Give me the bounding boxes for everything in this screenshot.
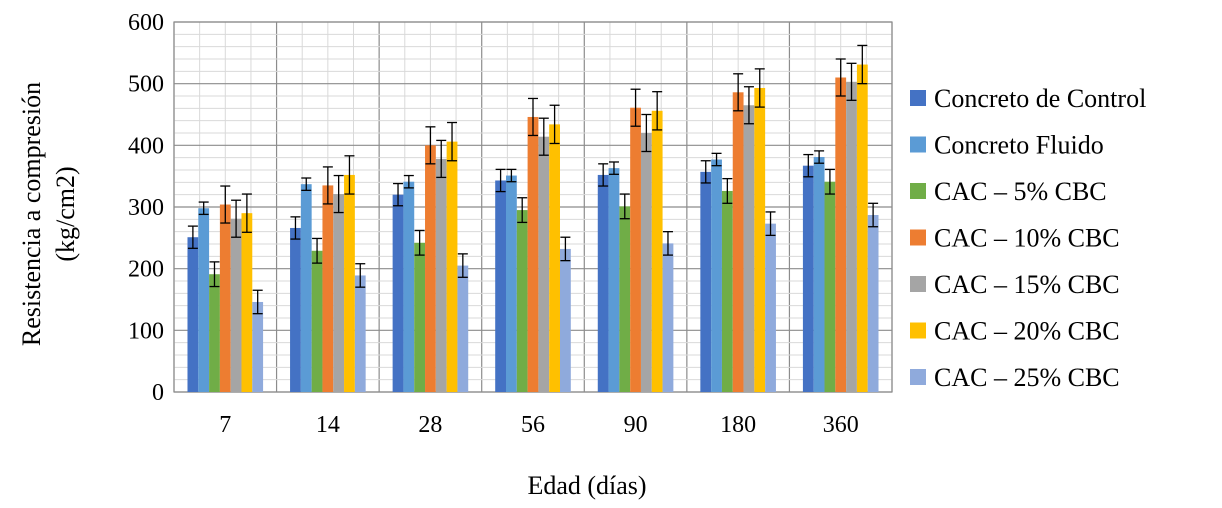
bar: [538, 136, 550, 392]
x-tick-label: 14: [316, 412, 340, 438]
x-tick-label: 360: [823, 412, 859, 438]
bar: [219, 204, 231, 392]
bar: [754, 87, 766, 392]
legend-swatch: [910, 90, 926, 106]
bar: [527, 116, 539, 392]
bars-layer: [187, 64, 879, 393]
bar: [867, 215, 879, 392]
y-tick-label: 600: [128, 10, 164, 36]
bar: [198, 208, 210, 392]
y-tick-label: 200: [128, 257, 164, 283]
legend-swatch: [910, 322, 926, 339]
bar: [813, 157, 825, 392]
bar: [506, 175, 517, 392]
bar: [608, 168, 620, 392]
legend-label: CAC – 5% CBC: [934, 177, 1107, 206]
bar: [252, 301, 264, 392]
bar: [856, 64, 868, 393]
bar: [392, 194, 404, 392]
bar: [619, 206, 631, 392]
bar: [846, 81, 857, 393]
bar: [187, 237, 199, 392]
bar: [403, 181, 415, 392]
bar: [354, 275, 366, 392]
bar: [732, 92, 744, 393]
y-tick-label: 400: [128, 133, 164, 159]
y-axis-title-line-2: (kg/cm2): [51, 166, 80, 261]
bar: [446, 141, 458, 392]
bar: [230, 218, 242, 392]
bar: [743, 105, 755, 392]
x-tick-label: 90: [624, 412, 648, 438]
bar: [560, 248, 571, 392]
y-tick-label: 100: [128, 318, 164, 344]
bar: [516, 210, 528, 392]
axis-layer: 0 100 200 300 400 500 600 7 14 28 56 90 180 360: [128, 10, 859, 438]
bar: [721, 190, 733, 392]
bar: [651, 110, 663, 393]
bar: [414, 242, 426, 392]
legend-label: CAC – 20% CBC: [934, 317, 1120, 346]
legend-label: CAC – 15% CBC: [934, 270, 1120, 299]
bar: [300, 184, 312, 392]
x-axis-title: Edad (días): [527, 471, 646, 500]
bar: [333, 194, 345, 392]
x-tick-label: 28: [418, 412, 442, 438]
bar: [209, 274, 220, 392]
legend-swatch: [910, 136, 926, 153]
bar: [630, 107, 641, 392]
x-tick-label: 56: [521, 412, 545, 438]
x-tick-label: 180: [720, 412, 756, 438]
legend-swatch: [910, 229, 926, 246]
bar: [765, 223, 776, 392]
bar: [435, 158, 447, 392]
y-axis-title-line-1: Resistencia a compresión: [17, 82, 46, 346]
bar: [322, 185, 334, 392]
bar: [457, 265, 469, 392]
error-bars-layer: [187, 44, 879, 315]
bar: [549, 124, 560, 392]
y-tick-label: 500: [128, 72, 164, 98]
y-tick-label: 300: [128, 195, 164, 221]
legend: Concreto de Control Concreto Fluido CAC – …: [910, 84, 1146, 392]
bar: [824, 181, 836, 392]
legend-label: Concreto Fluido: [934, 131, 1104, 160]
legend-label: CAC – 25% CBC: [934, 363, 1120, 392]
legend-swatch: [910, 369, 926, 385]
legend-swatch: [910, 276, 926, 292]
bar: [241, 213, 253, 392]
bar: [344, 174, 355, 392]
bar: [640, 133, 652, 392]
bar: [662, 243, 674, 392]
legend-label: Concreto de Control: [934, 84, 1146, 113]
y-tick-label: 0: [152, 380, 164, 406]
bar: [311, 250, 323, 392]
legend-label: CAC – 10% CBC: [934, 224, 1120, 253]
bar: [597, 174, 609, 392]
bar: [425, 145, 436, 392]
bar: [495, 180, 506, 392]
x-tick-label: 7: [219, 412, 231, 438]
bar: [802, 165, 814, 392]
bar: [835, 77, 847, 392]
bar: [711, 159, 722, 392]
bar: [700, 171, 712, 392]
legend-swatch: [910, 183, 926, 199]
bar: [290, 227, 301, 392]
